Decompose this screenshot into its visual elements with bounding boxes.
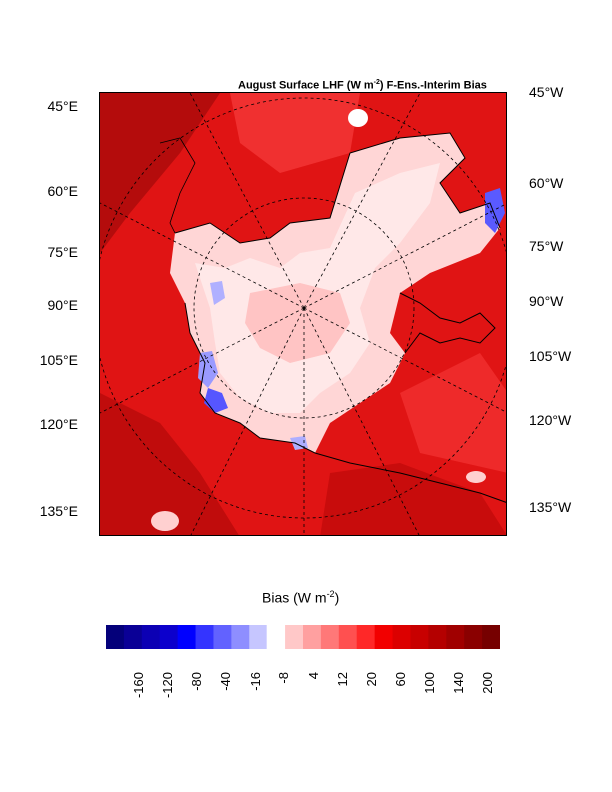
colorbar-swatch (249, 625, 268, 649)
graticule-meridian-4 (100, 307, 305, 414)
colorbar-swatch (266, 625, 287, 649)
colorbar-swatch (374, 625, 394, 649)
colorbar-swatch (177, 625, 197, 649)
left-label-60e: 60°E (47, 183, 78, 199)
colorbar-swatch (303, 625, 322, 649)
arctic-pink-patch (245, 283, 350, 363)
map-panel (99, 92, 507, 536)
colorbar-tick-label: 20 (364, 672, 379, 687)
colorbar-swatch (446, 625, 465, 649)
dark-region-se (320, 463, 506, 535)
coastline-west (159, 137, 196, 234)
left-label-135e: 135°E (39, 503, 78, 519)
graticule-circle-1 (193, 197, 415, 419)
left-label-90e: 90°E (47, 297, 78, 313)
dark-region-nw (100, 93, 220, 253)
left-label-45e: 45°E (47, 98, 78, 114)
graticule (100, 93, 506, 535)
left-label-120e: 120°E (39, 416, 78, 432)
colorbar-swatch (213, 625, 232, 649)
colorbar-swatch (195, 625, 214, 649)
colorbar-tick-label: -120 (160, 672, 175, 699)
colorbar-tick-label: -80 (189, 672, 204, 691)
colorbar-tick-label: -160 (131, 672, 146, 699)
colorbar-swatch (392, 625, 411, 649)
colorbar-tick-label: 200 (480, 672, 495, 694)
map-svg (100, 93, 506, 535)
graticule-meridian-7 (303, 203, 506, 309)
white-spot-3 (466, 471, 486, 483)
graticule-meridian-5 (303, 307, 506, 413)
colorbar-swatch (231, 625, 250, 649)
coastline-archipelago (399, 292, 496, 354)
colorbar-swatch (338, 625, 358, 649)
right-label-60w: 60°W (529, 175, 564, 191)
right-label-90w: 90°W (529, 293, 564, 309)
coastline-south (184, 302, 506, 503)
colorbar-tick-label: 4 (306, 672, 321, 680)
colorbar-swatch (285, 625, 304, 649)
blue-patch-5 (290, 436, 308, 450)
colorbar-swatch (428, 625, 447, 649)
graticule-meridian-3 (303, 307, 420, 535)
colorbar-swatch (356, 625, 376, 649)
graticule-meridian-9 (303, 93, 421, 309)
colorbar-tick-label: -8 (276, 672, 291, 684)
right-label-75w: 75°W (529, 238, 564, 254)
left-label-75e: 75°E (47, 244, 78, 260)
light-region-e (400, 353, 506, 473)
colorbar-tick-label: 100 (422, 672, 437, 694)
white-spot-2 (151, 511, 179, 531)
colorbar-swatch (320, 625, 340, 649)
colorbar-swatch (123, 625, 143, 649)
right-label-45w: 45°W (529, 84, 564, 100)
blue-patch-3 (485, 188, 505, 233)
colorbar-swatch (141, 625, 161, 649)
right-label-135w: 135°W (529, 499, 572, 515)
colorbar-swatch (464, 625, 483, 649)
colorbar-tick-label: 12 (335, 672, 350, 687)
colorbar-swatch (410, 625, 429, 649)
colorbar-swatch (482, 625, 500, 649)
right-label-120w: 120°W (529, 412, 572, 428)
colorbar-tick-label: 140 (451, 672, 466, 694)
colorbar-title: Bias (W m-2) (262, 589, 340, 606)
colorbar-swatch (106, 625, 125, 649)
right-label-105w: 105°W (529, 348, 572, 364)
colorbar-tick-label: -40 (218, 672, 233, 691)
chart-title: August Surface LHF (W m-2) F-Ens.-Interi… (238, 79, 487, 92)
graticule-meridian-8 (189, 93, 305, 309)
coastline-north (174, 132, 501, 244)
graticule-meridian-2 (190, 307, 305, 535)
white-spot-1 (348, 109, 368, 127)
colorbar-tick-label: -16 (248, 672, 263, 691)
blue-patch-1 (198, 351, 218, 388)
colorbar-tick-label: 60 (393, 672, 408, 687)
colorbar-swatch (159, 625, 179, 649)
left-label-105e: 105°E (39, 352, 78, 368)
dark-region-sw (100, 393, 239, 535)
graticule-meridian-6 (100, 202, 305, 309)
colorbar (106, 625, 500, 649)
blue-patch-4 (210, 281, 225, 305)
light-region-n (230, 93, 360, 173)
